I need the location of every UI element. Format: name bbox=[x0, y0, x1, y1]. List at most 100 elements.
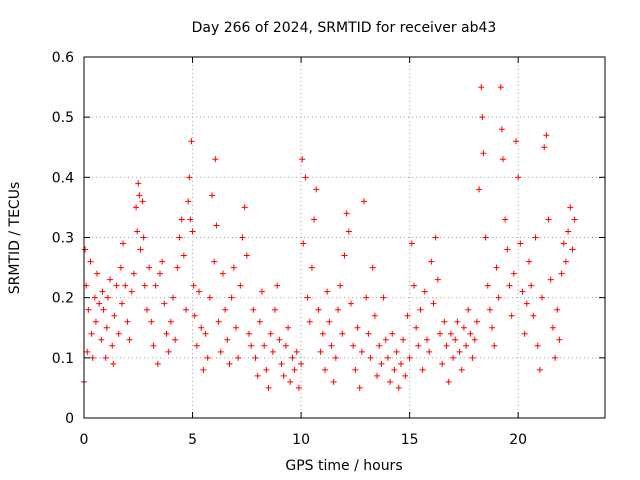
data-point bbox=[521, 330, 528, 337]
data-point bbox=[134, 228, 141, 235]
data-point bbox=[154, 360, 161, 367]
data-point bbox=[369, 264, 376, 271]
x-tick-label: 5 bbox=[188, 432, 197, 448]
data-point bbox=[484, 282, 491, 289]
data-point bbox=[136, 192, 143, 199]
data-point bbox=[324, 288, 331, 295]
data-point bbox=[497, 84, 504, 91]
data-point bbox=[209, 192, 216, 199]
data-point bbox=[235, 354, 242, 361]
y-tick-label: 0 bbox=[65, 411, 74, 427]
data-point bbox=[87, 258, 94, 265]
data-point bbox=[393, 348, 400, 355]
data-point bbox=[156, 270, 163, 277]
data-point bbox=[434, 276, 441, 283]
data-point bbox=[82, 246, 89, 253]
data-point bbox=[117, 264, 124, 271]
data-point bbox=[85, 306, 92, 313]
data-point bbox=[206, 294, 213, 301]
data-point bbox=[552, 354, 559, 361]
data-point bbox=[417, 306, 424, 313]
data-point bbox=[321, 366, 328, 373]
data-point bbox=[84, 348, 91, 355]
data-point bbox=[94, 270, 101, 277]
data-point bbox=[482, 234, 489, 241]
data-point bbox=[139, 198, 146, 205]
data-point bbox=[315, 306, 322, 313]
data-point bbox=[569, 246, 576, 253]
data-point bbox=[304, 294, 311, 301]
data-point bbox=[245, 330, 252, 337]
data-point bbox=[441, 318, 448, 325]
data-point bbox=[541, 144, 548, 151]
data-point bbox=[528, 282, 535, 289]
data-point bbox=[554, 306, 561, 313]
data-point bbox=[110, 360, 117, 367]
data-point bbox=[565, 228, 572, 235]
data-point bbox=[426, 348, 433, 355]
data-point bbox=[186, 174, 193, 181]
data-point bbox=[140, 234, 147, 241]
data-point bbox=[526, 258, 533, 265]
data-point bbox=[382, 336, 389, 343]
data-point bbox=[519, 288, 526, 295]
data-point bbox=[243, 252, 250, 259]
data-point bbox=[91, 294, 98, 301]
data-point bbox=[126, 336, 133, 343]
data-point bbox=[130, 270, 137, 277]
data-point bbox=[352, 366, 359, 373]
data-point bbox=[428, 258, 435, 265]
data-point bbox=[406, 354, 413, 361]
data-point bbox=[298, 360, 305, 367]
data-point bbox=[241, 204, 248, 211]
data-point bbox=[423, 336, 430, 343]
data-point bbox=[560, 240, 567, 247]
data-point bbox=[183, 306, 190, 313]
data-point bbox=[213, 222, 220, 229]
data-point bbox=[308, 264, 315, 271]
y-tick-label: 0.2 bbox=[52, 291, 74, 307]
data-point bbox=[456, 348, 463, 355]
data-point bbox=[358, 348, 365, 355]
data-point bbox=[493, 264, 500, 271]
data-point bbox=[189, 228, 196, 235]
data-point bbox=[556, 336, 563, 343]
data-point bbox=[98, 336, 105, 343]
data-point bbox=[163, 330, 170, 337]
data-point bbox=[343, 210, 350, 217]
data-point bbox=[491, 342, 498, 349]
data-point bbox=[404, 312, 411, 319]
data-point bbox=[152, 282, 159, 289]
data-point bbox=[332, 354, 339, 361]
data-point bbox=[89, 354, 96, 361]
data-point bbox=[467, 330, 474, 337]
data-points-layer bbox=[81, 84, 578, 391]
data-point bbox=[430, 300, 437, 307]
data-point bbox=[397, 360, 404, 367]
data-point bbox=[263, 366, 270, 373]
data-point bbox=[452, 336, 459, 343]
data-point bbox=[167, 318, 174, 325]
data-point bbox=[280, 372, 287, 379]
data-point bbox=[180, 252, 187, 259]
data-point bbox=[408, 240, 415, 247]
data-point bbox=[447, 330, 454, 337]
data-point bbox=[215, 318, 222, 325]
data-point bbox=[159, 258, 166, 265]
data-point bbox=[278, 360, 285, 367]
data-point bbox=[476, 186, 483, 193]
data-point bbox=[515, 174, 522, 181]
data-point bbox=[445, 378, 452, 385]
data-point bbox=[465, 306, 472, 313]
data-point bbox=[198, 324, 205, 331]
data-point bbox=[421, 288, 428, 295]
data-point bbox=[495, 294, 502, 301]
data-point bbox=[141, 282, 148, 289]
data-point bbox=[111, 312, 118, 319]
data-point bbox=[532, 234, 539, 241]
data-point bbox=[571, 216, 578, 223]
data-point bbox=[306, 318, 313, 325]
data-point bbox=[345, 228, 352, 235]
data-point bbox=[269, 348, 276, 355]
